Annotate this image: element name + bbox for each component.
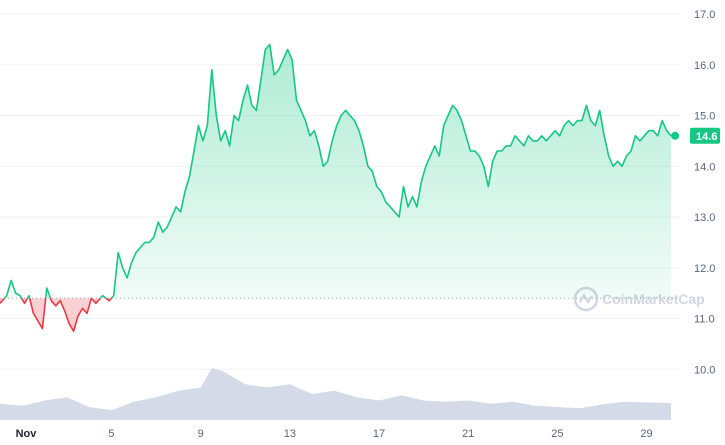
price-area-down (0, 298, 112, 332)
current-price-marker: 14.6 (671, 127, 720, 144)
x-tick-label: 25 (551, 428, 563, 440)
x-tick-label: 17 (373, 428, 385, 440)
x-tick-label: 21 (462, 428, 474, 440)
volume-fill (0, 368, 672, 420)
x-tick-label: 29 (640, 428, 652, 440)
y-axis: 10.0 11.0 12.0 13.0 14.0 15.0 16.0 17.0 (694, 9, 715, 376)
y-tick-label: 16.0 (694, 60, 715, 72)
current-price-badge (690, 127, 720, 144)
y-tick-label: 15.0 (694, 111, 715, 123)
y-tick-label: 13.0 (694, 212, 715, 224)
x-axis: Nov 5 9 13 17 21 25 29 (16, 428, 653, 440)
current-price-dot (671, 131, 680, 140)
price-line-up (3, 43, 672, 299)
x-tick-label: 13 (284, 428, 296, 440)
x-tick-label: 9 (198, 428, 204, 440)
x-tick-label: Nov (16, 428, 38, 440)
y-tick-label: 17.0 (694, 9, 715, 21)
y-tick-label: 10.0 (694, 364, 715, 376)
volume-area (0, 368, 672, 420)
price-area-up (0, 44, 672, 299)
y-tick-label: 12.0 (694, 263, 715, 275)
y-tick-label: 11.0 (694, 314, 715, 326)
x-tick-label: 5 (108, 428, 114, 440)
price-series (0, 43, 672, 332)
current-price-label: 14.6 (696, 131, 717, 143)
y-tick-label: 14.0 (694, 161, 715, 173)
